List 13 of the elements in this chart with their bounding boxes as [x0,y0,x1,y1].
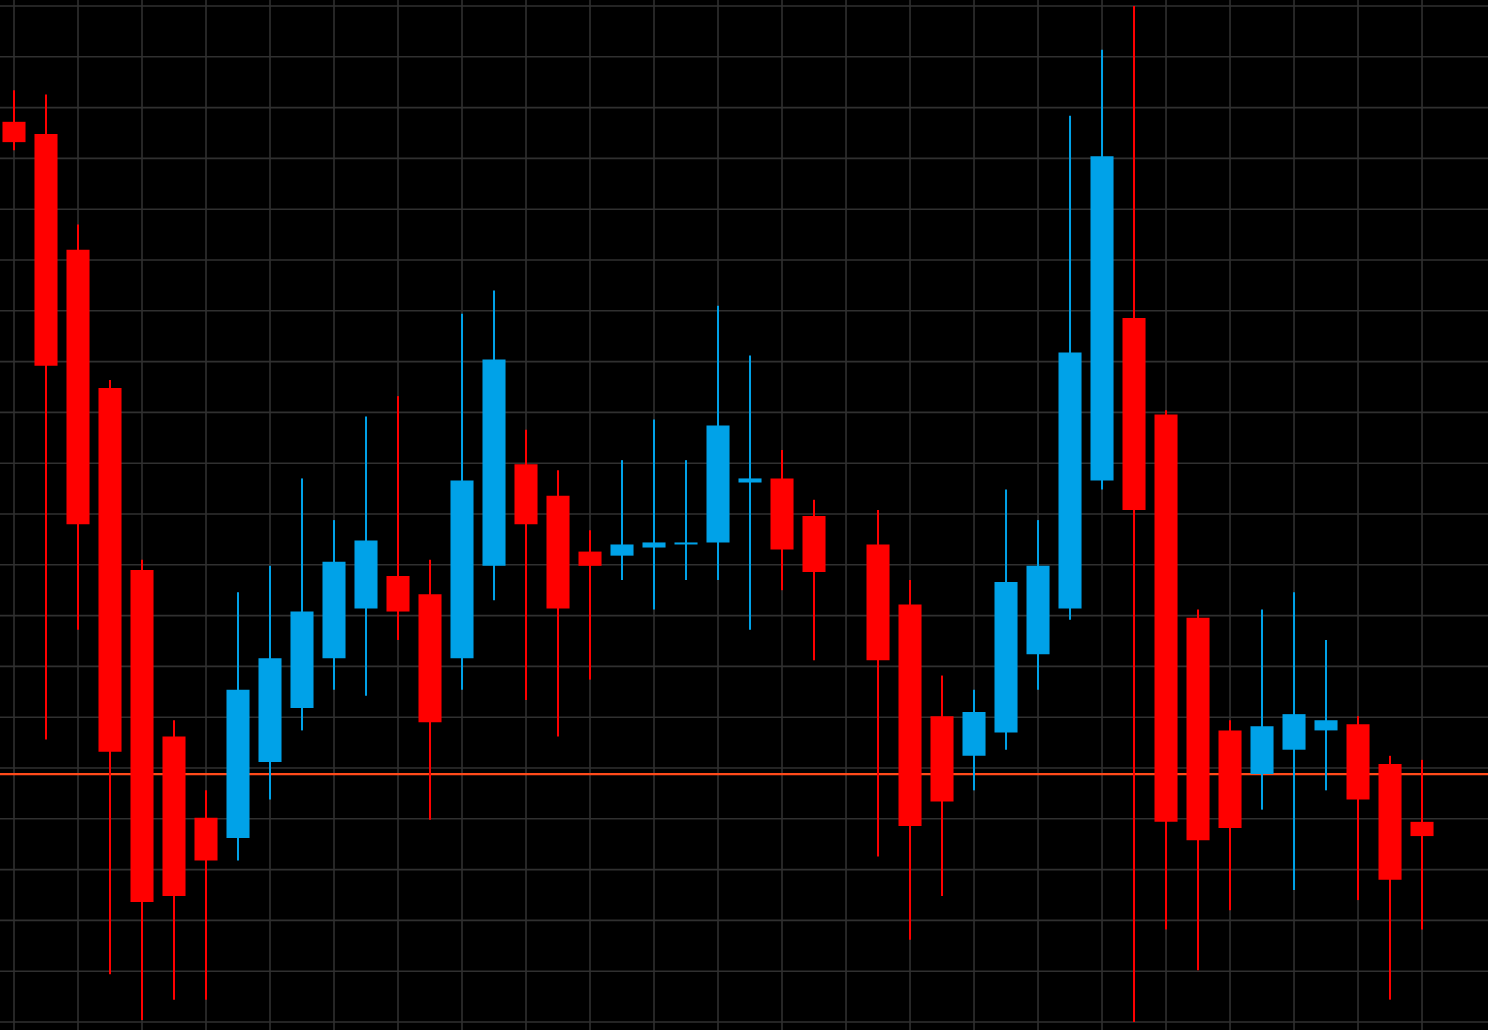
candlestick [194,789,218,1001]
candlestick [962,688,986,792]
candlestick [1314,638,1338,792]
candlestick [578,529,602,681]
candlestick [674,459,698,582]
candlestick [1282,591,1306,891]
candlestick [2,89,26,152]
candlestick [1410,758,1434,931]
candlestick [642,418,666,611]
candlestick [386,395,410,641]
candlestick [1250,608,1274,811]
candlestick [738,354,762,631]
candlestick [610,459,634,582]
